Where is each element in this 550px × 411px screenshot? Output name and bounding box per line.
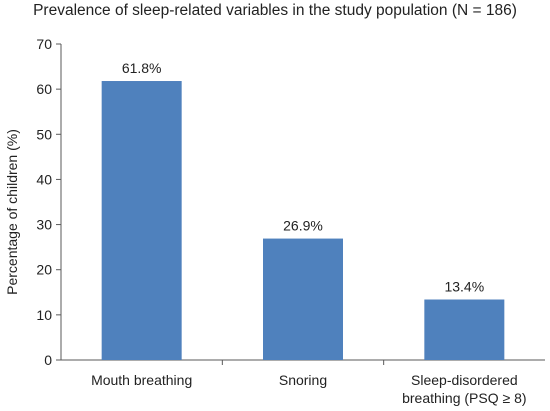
y-tick-label: 40 (36, 171, 52, 187)
data-label: 26.9% (283, 218, 323, 234)
x-tick-label: Mouth breathing (91, 372, 192, 388)
bars (101, 81, 505, 360)
y-tick-label: 50 (36, 126, 52, 142)
y-axis-title: Percentage of children (%) (4, 129, 20, 295)
y-tick-label: 0 (44, 352, 52, 368)
y-tick-label: 70 (36, 36, 52, 52)
chart-title: Prevalence of sleep-related variables in… (33, 2, 517, 19)
x-tick-label: Snoring (279, 372, 327, 388)
y-tick-label: 60 (36, 81, 52, 97)
y-tick-label: 10 (36, 307, 52, 323)
x-tick-label: Sleep-disordered breathing (PSQ ≥ 8) (402, 372, 526, 406)
axes: 0 10 20 30 40 50 60 70 Percentage of children (%… (4, 36, 545, 368)
labels: 61.8% Mouth breathing 26.9% Snoring 13.4% Sle… (91, 60, 526, 406)
bar (101, 81, 182, 360)
data-label: 61.8% (122, 60, 162, 76)
data-label: 13.4% (444, 279, 484, 295)
y-tick-label: 30 (36, 217, 52, 233)
bar (263, 238, 343, 360)
y-tick-label: 20 (36, 262, 52, 278)
bar (424, 299, 505, 360)
